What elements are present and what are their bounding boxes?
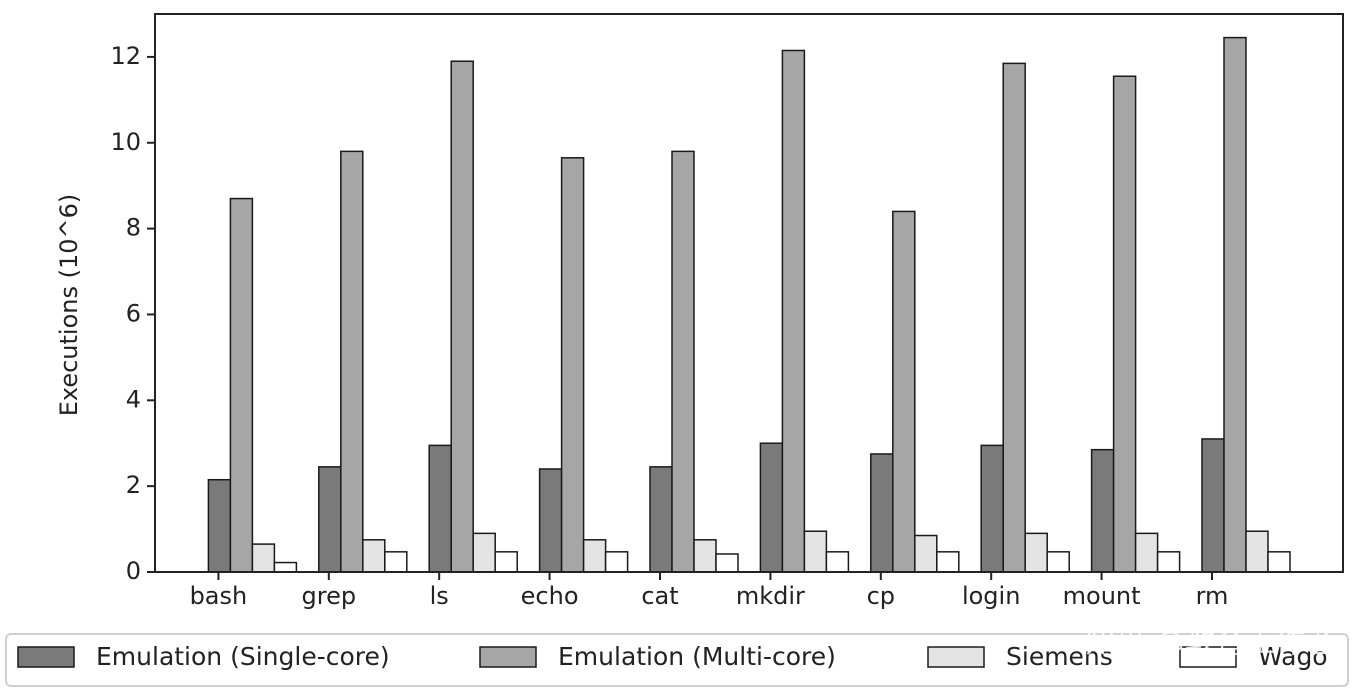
legend-frame [5, 633, 1349, 687]
bar-grep-series-4 [384, 551, 408, 573]
legend-items: Emulation (Single-core) Emulation (Multi-… [17, 642, 1328, 671]
bar-mount-series-1 [1090, 448, 1115, 573]
x-tick-label-mkdir: mkdir [736, 582, 805, 610]
y-tick-label: 12 [110, 42, 141, 70]
plot-frame [154, 13, 1344, 573]
legend-label-series-2: Emulation (Multi-core) [558, 642, 836, 671]
legend-swatch-series-2 [479, 646, 537, 668]
y-tick-label: 6 [126, 299, 141, 327]
bar-mkdir-series-1 [759, 442, 784, 573]
legend-swatch-series-3 [927, 646, 985, 668]
x-tick-label-grep: grep [302, 582, 357, 610]
x-tick-label-ls: ls [430, 582, 449, 610]
bar-ls-series-1 [428, 444, 452, 573]
y-tick-label: 10 [110, 128, 141, 156]
bar-rm-series-2 [1223, 36, 1247, 573]
bar-login-series-1 [980, 444, 1004, 573]
bar-cp-series-4 [936, 551, 960, 573]
bar-echo-series-1 [538, 468, 563, 573]
bar-ls-series-2 [450, 60, 474, 573]
x-tick-label-rm: rm [1196, 582, 1229, 610]
bar-login-series-2 [1002, 62, 1026, 573]
x-tick-label-cat: cat [641, 582, 678, 610]
legend-label-series-4: Wago [1258, 642, 1328, 671]
legend-swatch-series-1 [17, 646, 75, 668]
bar-bash-series-1 [207, 478, 232, 573]
x-tick-label-mount: mount [1063, 582, 1141, 610]
bar-rm-series-3 [1245, 530, 1269, 573]
bar-login-series-4 [1046, 551, 1070, 573]
bar-rm-series-4 [1267, 551, 1291, 573]
bar-cat-series-3 [693, 539, 717, 573]
bar-grep-series-2 [340, 150, 364, 573]
bar-echo-series-2 [560, 157, 585, 573]
bar-echo-series-3 [582, 539, 607, 573]
bar-login-series-3 [1024, 532, 1048, 573]
bar-cp-series-2 [892, 210, 916, 573]
bar-grep-series-1 [318, 466, 342, 573]
legend-label-series-3: Siemens [1006, 642, 1113, 671]
bar-mkdir-series-3 [803, 530, 828, 573]
y-axis: 0 2 4 6 8 10 12 [110, 42, 155, 585]
bar-cat-series-2 [671, 150, 695, 573]
x-tick-label-echo: echo [521, 582, 579, 610]
bar-mount-series-2 [1112, 75, 1137, 573]
bar-cp-series-3 [914, 534, 938, 573]
x-tick-label-login: login [962, 582, 1020, 610]
bar-cat-series-1 [649, 466, 673, 573]
legend: Emulation (Single-core) Emulation (Multi-… [5, 633, 1349, 687]
bar-bash-series-4 [273, 561, 298, 573]
y-tick-label: 8 [126, 214, 141, 242]
y-axis-label: Executions (10^6) [55, 194, 83, 417]
bar-mount-series-4 [1156, 551, 1181, 573]
y-tick-label: 0 [126, 557, 141, 585]
bar-bash-series-2 [229, 197, 254, 573]
bar-bash-series-3 [251, 543, 276, 573]
bars-layer [207, 36, 1291, 573]
watermark: 知乎 @教育工作者 [1085, 626, 1335, 661]
x-tick-label-bash: bash [190, 582, 248, 610]
bar-echo-series-4 [604, 551, 629, 573]
bar-ls-series-4 [494, 551, 518, 573]
bar-mount-series-3 [1134, 532, 1159, 573]
x-tick-label-cp: cp [867, 582, 895, 610]
legend-label-series-1: Emulation (Single-core) [96, 642, 390, 671]
bar-rm-series-1 [1201, 438, 1225, 573]
bar-mkdir-series-2 [781, 49, 806, 573]
bar-grep-series-3 [362, 539, 386, 573]
legend-swatch-series-4 [1179, 646, 1237, 668]
y-tick-label: 2 [126, 471, 141, 499]
y-tick-label: 4 [126, 385, 141, 413]
bar-cat-series-4 [715, 553, 739, 573]
x-axis: bash grep ls echo cat mkdir cp login mount rm [190, 572, 1229, 610]
bar-ls-series-3 [472, 532, 496, 573]
bar-cp-series-1 [870, 453, 894, 573]
bar-mkdir-series-4 [825, 551, 850, 573]
